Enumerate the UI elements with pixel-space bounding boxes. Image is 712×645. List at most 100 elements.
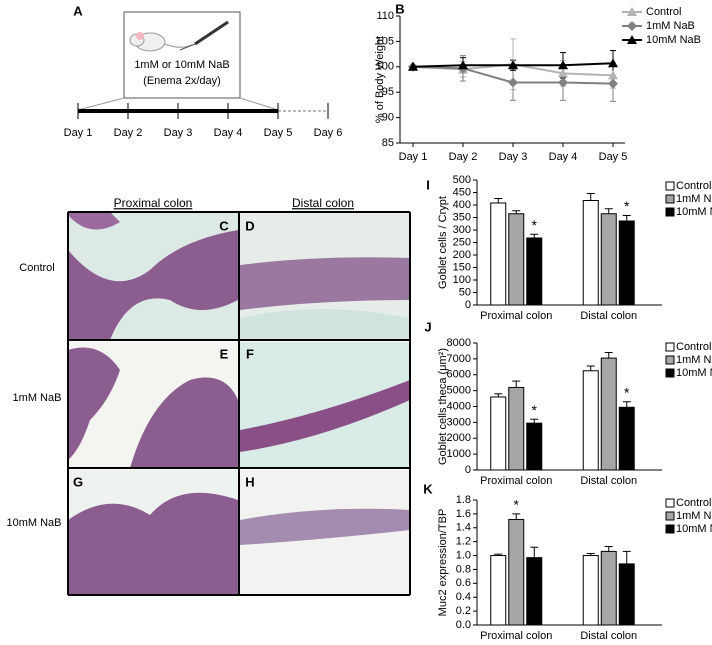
bar <box>600 550 617 626</box>
legend-swatch <box>665 342 675 352</box>
panel-label: K <box>423 481 433 496</box>
schedule-text: (Enema 2x/day) <box>143 75 221 87</box>
bar <box>618 406 635 471</box>
day-label: Day 5 <box>264 127 293 139</box>
panel-label: A <box>73 3 83 18</box>
y-tick-label: 7000 <box>447 353 471 365</box>
point <box>558 68 568 78</box>
x-tick-label: Day 4 <box>549 151 578 163</box>
y-tick-label: 110 <box>376 10 394 22</box>
y-tick-label: 105 <box>376 35 394 47</box>
legend-swatch <box>665 524 675 534</box>
y-tick-label: 0.0 <box>456 619 471 631</box>
y-tick-label: 1000 <box>447 448 471 460</box>
panel-label: E <box>220 346 229 361</box>
y-tick-label: 250 <box>453 236 471 248</box>
y-tick-label: 8000 <box>447 337 471 349</box>
y-tick-label: 4000 <box>447 400 471 412</box>
significance-label: * <box>514 497 520 513</box>
point <box>608 58 618 68</box>
legend-marker <box>627 35 637 44</box>
legend-label: Control <box>676 497 711 509</box>
y-axis-label: % of Body Weight <box>374 36 386 123</box>
bar <box>582 555 599 626</box>
mouse-icon <box>129 20 229 52</box>
legend-label: 10mM NaB <box>676 206 712 218</box>
legend-swatch <box>665 181 675 191</box>
row-label: 10mM NaB <box>6 517 61 529</box>
bar <box>490 396 507 471</box>
x-tick-label: Day 3 <box>499 151 528 163</box>
y-tick-label: 0.4 <box>456 591 471 603</box>
y-tick-label: 1.4 <box>456 522 471 534</box>
panel-label: F <box>246 346 254 361</box>
bar <box>508 213 525 306</box>
x-tick-label: Proximal colon <box>480 310 552 322</box>
y-tick-label: 0.6 <box>456 577 471 589</box>
row-label: Control <box>19 262 54 274</box>
y-tick-label: 0.8 <box>456 563 471 575</box>
y-tick-label: 85 <box>382 137 394 149</box>
panel-label: J <box>424 319 431 334</box>
day-label: Day 1 <box>64 127 93 139</box>
significance-label: * <box>624 198 630 214</box>
x-tick-label: Proximal colon <box>480 630 552 642</box>
point <box>608 70 618 80</box>
legend-label: Control <box>646 6 681 18</box>
bar <box>508 386 525 471</box>
y-tick-label: 350 <box>453 211 471 223</box>
day-label: Day 6 <box>314 127 343 139</box>
column-heading: Distal colon <box>292 196 354 210</box>
x-tick-label: Day 2 <box>449 151 478 163</box>
bar <box>526 237 543 306</box>
y-tick-label: 6000 <box>447 369 471 381</box>
legend-label: Control <box>676 180 711 192</box>
legend-swatch <box>665 511 675 521</box>
y-tick-label: 100 <box>453 274 471 286</box>
legend-swatch <box>665 355 675 365</box>
day-label: Day 3 <box>164 127 193 139</box>
y-tick-label: 1.0 <box>456 549 471 561</box>
y-tick-label: 5000 <box>447 385 471 397</box>
legend-swatch <box>665 207 675 217</box>
legend-label: 10mM NaB <box>646 34 701 46</box>
y-tick-label: 0.2 <box>456 605 471 617</box>
x-tick-label: Day 1 <box>399 151 428 163</box>
y-tick-label: 450 <box>453 186 471 198</box>
y-tick-label: 2000 <box>447 432 471 444</box>
legend-swatch <box>665 368 675 378</box>
day-label: Day 4 <box>214 127 243 139</box>
significance-label: * <box>624 384 630 400</box>
legend-label: 10mM NaB <box>676 367 712 379</box>
y-tick-label: 100 <box>376 61 394 73</box>
y-tick-label: 3000 <box>447 416 471 428</box>
panel-label: C <box>219 218 229 233</box>
connector <box>77 97 125 111</box>
column-heading: Proximal colon <box>114 196 193 210</box>
point <box>608 78 618 89</box>
significance-label: * <box>532 402 538 418</box>
panel-label: H <box>245 474 254 489</box>
bar <box>526 557 543 626</box>
y-axis-label: Goblet cells theca (μm²) <box>437 348 449 465</box>
legend-label: Control <box>676 341 711 353</box>
y-tick-label: 150 <box>453 261 471 273</box>
x-tick-label: Distal colon <box>580 630 637 642</box>
legend-marker <box>627 21 637 31</box>
y-tick-label: 1.6 <box>456 508 471 520</box>
y-tick-label: 95 <box>382 86 394 98</box>
bar <box>600 357 617 471</box>
y-tick-label: 1.2 <box>456 536 471 548</box>
point <box>558 60 568 70</box>
y-tick-label: 400 <box>453 199 471 211</box>
histology-grid <box>67 211 411 596</box>
bar <box>582 370 599 471</box>
y-tick-label: 200 <box>453 249 471 261</box>
y-tick-label: 0 <box>465 299 471 311</box>
x-tick-label: Distal colon <box>580 310 637 322</box>
x-tick-label: Proximal colon <box>480 475 552 487</box>
panel-label: B <box>395 1 404 16</box>
bar <box>490 555 507 626</box>
